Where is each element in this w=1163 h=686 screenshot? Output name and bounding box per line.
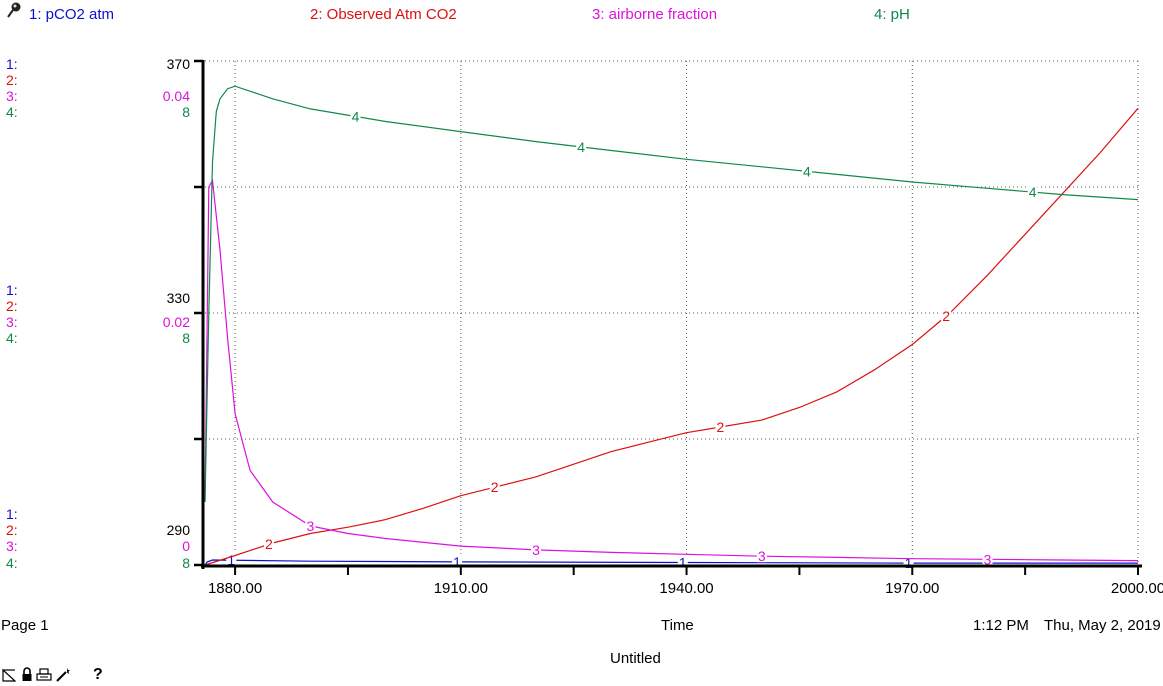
series-marker-1-0: 1 bbox=[227, 552, 235, 568]
series-marker-bg-1-3 bbox=[903, 555, 914, 570]
x-tick-label-3: 1970.00 bbox=[885, 580, 939, 597]
magic-wand-icon[interactable] bbox=[55, 667, 71, 686]
scale-top-series-2: 2: bbox=[6, 72, 18, 88]
series-marker-1-2: 1 bbox=[679, 554, 687, 570]
series-marker-bg-1-2 bbox=[677, 554, 688, 569]
scale-mid-value-3: 0.02 bbox=[162, 314, 190, 330]
series-marker-1-3: 1 bbox=[905, 555, 913, 571]
series-marker-bg-2-1 bbox=[489, 479, 500, 494]
series-line-2 bbox=[204, 107, 1139, 566]
scale-top-value-3: 0.04 bbox=[162, 88, 190, 104]
series-marker-bg-4-3 bbox=[1027, 184, 1038, 199]
series-marker-4-1: 4 bbox=[577, 139, 585, 155]
series-line-4 bbox=[204, 85, 1139, 503]
x-tick-label-0: 1880.00 bbox=[208, 580, 262, 597]
scale-bot-series-4: 4: bbox=[6, 555, 18, 571]
series-marker-bg-1-0 bbox=[226, 552, 237, 567]
series-marker-4-2: 4 bbox=[803, 163, 811, 179]
series-marker-bg-3-3 bbox=[982, 551, 993, 566]
series-marker-4-0: 4 bbox=[352, 108, 360, 124]
series-marker-bg-2-0 bbox=[263, 536, 274, 551]
series-marker-2-1: 2 bbox=[491, 479, 499, 495]
series-marker-3-3: 3 bbox=[984, 551, 992, 567]
scale-mid-value-2: 330 bbox=[166, 290, 190, 306]
scale-bot-series-1: 1: bbox=[6, 506, 18, 522]
scale-mid-series-4: 4: bbox=[6, 330, 18, 346]
series-marker-bg-3-0 bbox=[305, 517, 316, 532]
x-tick-label-2: 1940.00 bbox=[659, 580, 713, 597]
series-marker-bg-4-1 bbox=[576, 138, 587, 153]
series-marker-2-2: 2 bbox=[717, 419, 725, 435]
timestamp-date: Thu, May 2, 2019 bbox=[1044, 617, 1161, 634]
triangle-icon[interactable] bbox=[2, 668, 17, 686]
toolbar: ? bbox=[0, 666, 120, 686]
scale-top-value-2: 370 bbox=[166, 56, 190, 72]
legend-item-ph: 4: pH bbox=[874, 6, 910, 23]
series-line-1 bbox=[204, 559, 1138, 566]
scale-mid-value-4: 8 bbox=[182, 330, 190, 346]
x-tick-label-1: 1910.00 bbox=[434, 580, 488, 597]
timestamp-time: 1:12 PM bbox=[973, 617, 1029, 634]
scale-top-series-4: 4: bbox=[6, 104, 18, 120]
series-marker-bg-3-1 bbox=[531, 541, 542, 556]
scale-bot-value-2: 290 bbox=[166, 522, 190, 538]
legend-item-observed-co2: 2: Observed Atm CO2 bbox=[310, 6, 457, 23]
scale-top-series-1: 1: bbox=[6, 56, 18, 72]
scale-mid-series-3: 3: bbox=[6, 314, 18, 330]
series-marker-3-1: 3 bbox=[532, 542, 540, 558]
series-marker-3-0: 3 bbox=[306, 518, 314, 534]
series-marker-bg-4-0 bbox=[350, 108, 361, 123]
series-marker-2-0: 2 bbox=[265, 536, 273, 552]
help-icon[interactable]: ? bbox=[93, 666, 103, 683]
series-marker-1-1: 1 bbox=[453, 554, 461, 570]
lock-icon[interactable] bbox=[21, 667, 33, 686]
series-marker-2-3: 2 bbox=[942, 308, 950, 324]
page-label: Page 1 bbox=[1, 617, 49, 634]
scale-bot-series-3: 3: bbox=[6, 538, 18, 554]
document-title: Untitled bbox=[610, 650, 661, 667]
series-marker-3-2: 3 bbox=[758, 548, 766, 564]
print-icon[interactable] bbox=[36, 668, 52, 686]
scale-bot-value-3: 0 bbox=[182, 538, 190, 554]
x-tick-label-4: 2000.00 bbox=[1111, 580, 1163, 597]
scale-bot-value-4: 8 bbox=[182, 555, 190, 571]
pin-icon[interactable] bbox=[5, 1, 23, 19]
scale-top-series-3: 3: bbox=[6, 88, 18, 104]
scale-mid-series-2: 2: bbox=[6, 298, 18, 314]
series-marker-4-3: 4 bbox=[1029, 184, 1037, 200]
series-marker-bg-2-3 bbox=[941, 308, 952, 323]
series-marker-bg-3-2 bbox=[756, 548, 767, 563]
series-marker-bg-1-1 bbox=[452, 553, 463, 568]
line-chart: 1 1 1 1 2 2 2 2 3 3 3 3 4 4 4 4 1880.00 1910.00 1940.00 197… bbox=[194, 59, 1163, 597]
legend-item-airborne-fraction: 3: airborne fraction bbox=[592, 6, 718, 23]
scale-mid-series-1: 1: bbox=[6, 282, 18, 298]
scale-bot-series-2: 2: bbox=[6, 522, 18, 538]
series-line-3 bbox=[204, 178, 1139, 562]
legend-item-pco2: 1: pCO2 atm bbox=[29, 6, 115, 23]
scale-top-value-4: 8 bbox=[182, 104, 190, 120]
series-marker-bg-4-2 bbox=[801, 163, 812, 178]
series-marker-bg-2-2 bbox=[715, 419, 726, 434]
x-axis-label: Time bbox=[661, 617, 694, 634]
